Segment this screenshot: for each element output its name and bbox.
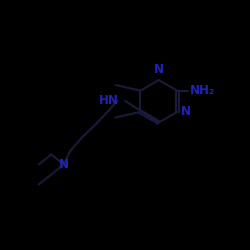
Text: NH₂: NH₂ xyxy=(190,84,215,97)
Text: N: N xyxy=(180,106,190,118)
Text: N: N xyxy=(59,158,69,171)
Text: HN: HN xyxy=(99,94,119,107)
Text: N: N xyxy=(154,63,164,76)
